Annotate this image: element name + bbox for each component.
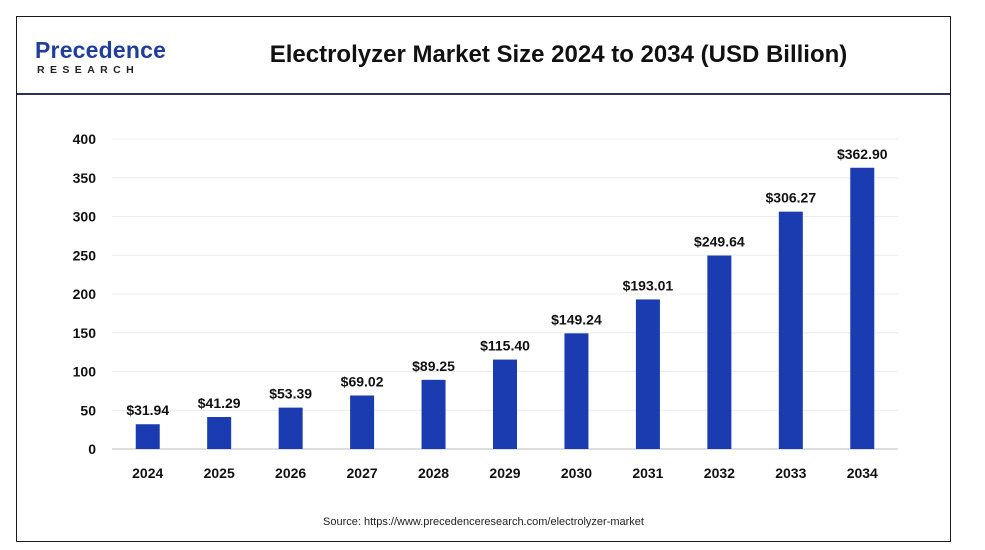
data-label: $115.40 [480, 338, 530, 354]
bar [778, 211, 803, 449]
source-note: Source: https://www.precedenceresearch.c… [323, 516, 644, 528]
data-label: $53.39 [269, 386, 312, 402]
x-tick-label: 2034 [847, 465, 878, 481]
data-label: $193.01 [623, 277, 674, 293]
data-label: $31.94 [126, 402, 169, 418]
y-tick-label: 300 [73, 209, 97, 225]
x-tick-label: 2030 [561, 465, 592, 481]
data-label: $362.90 [837, 146, 888, 162]
data-label: $249.64 [694, 234, 745, 250]
bar [707, 255, 732, 449]
data-label: $41.29 [198, 395, 241, 411]
y-tick-label: 100 [73, 364, 97, 380]
bar [564, 333, 589, 449]
y-tick-label: 150 [73, 325, 97, 341]
logo-main-text: Precedence [35, 37, 167, 63]
data-label: $89.25 [412, 358, 455, 374]
y-tick-label: 0 [88, 441, 96, 457]
bar [350, 395, 375, 449]
bar [278, 407, 303, 449]
data-label: $306.27 [766, 190, 817, 206]
chart-header: Precedence RESEARCH Electrolyzer Market … [17, 17, 950, 95]
x-tick-label: 2025 [204, 465, 235, 481]
x-tick-label: 2028 [418, 465, 449, 481]
bar [493, 359, 517, 449]
y-tick-label: 400 [73, 131, 97, 147]
chart-title: Electrolyzer Market Size 2024 to 2034 (U… [269, 41, 848, 68]
x-tick-label: 2032 [704, 465, 735, 481]
data-label: $69.02 [341, 374, 384, 390]
precedence-research-logo: Precedence RESEARCH [35, 37, 175, 81]
x-tick-label: 2026 [275, 465, 306, 481]
bar [135, 424, 160, 449]
data-label: $149.24 [551, 311, 602, 327]
logo-sub-text: RESEARCH [37, 64, 140, 76]
x-tick-label: 2033 [775, 465, 806, 481]
x-tick-label: 2027 [347, 465, 378, 481]
y-tick-label: 50 [80, 402, 96, 418]
bar [635, 299, 660, 449]
y-tick-label: 250 [73, 247, 97, 263]
y-tick-label: 200 [73, 286, 97, 302]
x-tick-label: 2031 [632, 465, 663, 481]
bar [421, 379, 446, 449]
bar [207, 417, 232, 449]
x-tick-label: 2024 [132, 465, 163, 481]
x-tick-label: 2029 [489, 465, 520, 481]
bar [850, 167, 875, 449]
y-tick-label: 350 [73, 170, 97, 186]
